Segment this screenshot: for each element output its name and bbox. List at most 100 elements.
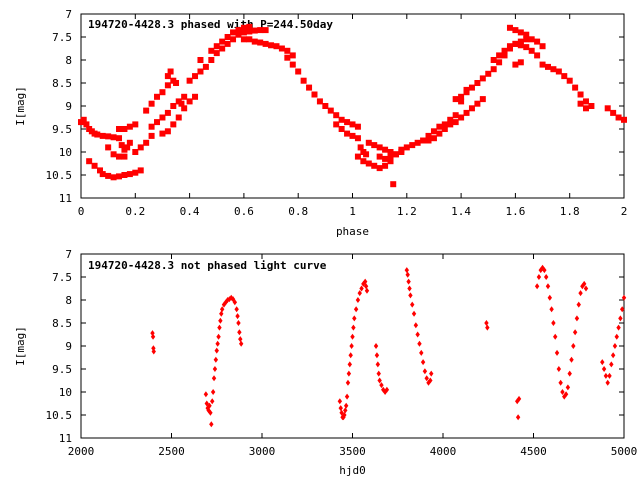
data-point xyxy=(550,66,557,73)
data-point xyxy=(561,73,568,80)
data-point xyxy=(238,336,243,343)
data-point xyxy=(347,361,352,368)
x-tick-label: 1.4 xyxy=(451,205,471,218)
x-tick-label: 3000 xyxy=(249,445,276,458)
data-point xyxy=(197,57,204,63)
x-tick-label: 3500 xyxy=(339,445,366,458)
data-point xyxy=(512,40,519,47)
data-point xyxy=(219,38,226,45)
data-point xyxy=(214,347,219,354)
data-point xyxy=(490,66,497,73)
data-point xyxy=(210,398,215,405)
data-point xyxy=(517,59,524,66)
data-point xyxy=(485,324,490,331)
y-tick-label: 7 xyxy=(65,8,72,21)
data-point xyxy=(170,121,177,128)
data-point xyxy=(246,36,253,43)
data-point xyxy=(572,84,579,91)
data-point xyxy=(506,24,513,31)
data-point xyxy=(354,153,361,160)
data-point xyxy=(484,320,489,326)
y-axis-label: I[mag] xyxy=(14,86,27,126)
data-point xyxy=(126,139,133,146)
data-point xyxy=(110,151,117,158)
data-point xyxy=(458,98,465,105)
y-tick-label: 8 xyxy=(65,54,72,67)
data-point xyxy=(612,343,618,349)
data-point xyxy=(224,34,231,40)
data-point xyxy=(354,135,361,142)
data-point xyxy=(371,162,378,169)
data-point xyxy=(406,278,411,285)
data-point xyxy=(523,36,530,43)
plot-frame xyxy=(80,13,625,199)
data-point xyxy=(343,407,348,414)
data-point xyxy=(523,31,530,38)
data-point xyxy=(609,361,614,368)
data-point xyxy=(517,38,524,45)
data-point xyxy=(216,333,221,340)
data-point xyxy=(333,121,340,128)
data-point xyxy=(208,47,215,54)
data-point xyxy=(566,77,573,84)
data-point xyxy=(159,89,166,96)
data-point xyxy=(186,98,193,105)
data-point xyxy=(539,43,546,50)
data-point xyxy=(577,91,584,98)
data-point xyxy=(417,340,422,347)
data-point xyxy=(516,395,522,402)
data-point xyxy=(558,379,563,386)
data-point xyxy=(539,61,546,68)
data-point xyxy=(105,144,112,151)
data-point xyxy=(170,103,177,109)
data-point xyxy=(148,123,155,130)
data-point xyxy=(441,121,448,128)
data-point xyxy=(204,400,209,407)
data-point xyxy=(202,63,209,70)
x-tick-label: 1.8 xyxy=(560,205,580,218)
data-point xyxy=(545,283,551,290)
data-series xyxy=(150,264,627,428)
plot-title: 194720-4428.3 phased with P=244.50day xyxy=(88,18,333,31)
y-tick-label: 10.5 xyxy=(46,169,73,182)
data-point xyxy=(490,57,497,63)
data-point xyxy=(422,368,428,375)
data-point xyxy=(327,107,334,114)
data-point xyxy=(121,153,128,160)
data-point xyxy=(376,153,383,160)
data-point xyxy=(560,389,565,395)
data-point xyxy=(338,116,345,123)
data-point xyxy=(375,361,381,368)
data-point xyxy=(555,68,562,75)
data-point xyxy=(517,29,524,36)
data-point xyxy=(463,86,470,93)
data-point xyxy=(384,386,390,393)
data-point xyxy=(99,132,106,139)
y-tick-label: 7.5 xyxy=(52,271,72,284)
data-point xyxy=(536,274,542,280)
data-point xyxy=(377,377,382,384)
data-point xyxy=(458,114,465,121)
data-point xyxy=(512,61,519,68)
data-point xyxy=(468,105,475,112)
data-point xyxy=(565,384,571,391)
data-point xyxy=(373,343,379,349)
data-point xyxy=(353,306,359,313)
data-point xyxy=(213,43,220,50)
data-point xyxy=(213,356,219,363)
data-point xyxy=(150,333,156,340)
data-point xyxy=(496,59,503,66)
data-point xyxy=(235,27,242,34)
data-point xyxy=(425,132,432,139)
data-point xyxy=(311,91,318,98)
data-point xyxy=(284,47,291,54)
data-point xyxy=(576,301,581,308)
data-point xyxy=(192,73,199,80)
data-point xyxy=(360,158,367,165)
data-point xyxy=(411,310,417,317)
data-point xyxy=(506,43,513,50)
y-tick-label: 7 xyxy=(65,248,72,261)
data-point xyxy=(357,290,362,297)
data-point xyxy=(479,75,486,82)
